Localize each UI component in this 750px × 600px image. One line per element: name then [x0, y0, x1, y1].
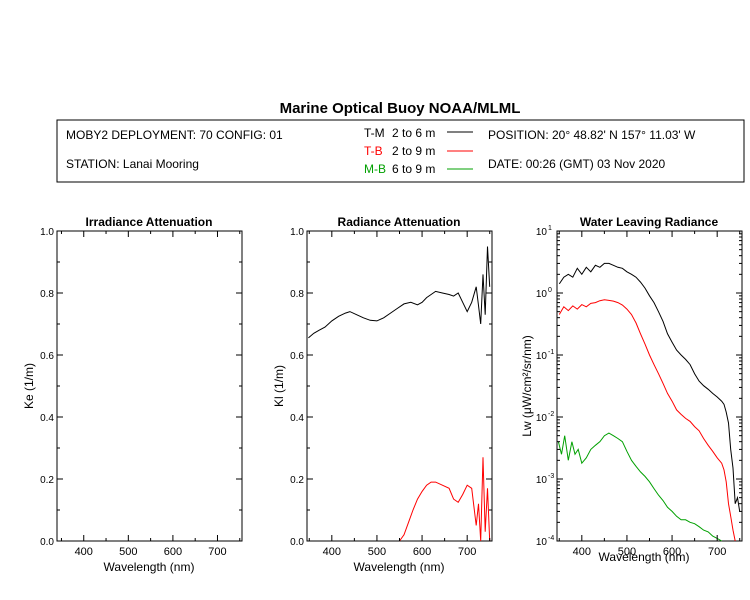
x-tick-label: 700: [458, 546, 476, 558]
y-tick-exponent: -2: [548, 411, 554, 418]
axis-ticks: 400 500 600 700 0.0 0.2 0.4 0.6 0.8 1.0: [290, 227, 492, 558]
legend-item-mb: M-B 6 to 9 m: [364, 162, 473, 176]
panel-title: Water Leaving Radiance: [580, 215, 719, 229]
position-text: POSITION: 20° 48.82' N 157° 11.03' W: [488, 128, 696, 142]
y-tick-label: 0.0: [290, 537, 304, 548]
axis-ticks: 400 500 600 700 0.0 0.2 0.4 0.6 0.8 1.0: [40, 227, 242, 558]
y-tick-label: 0.6: [290, 351, 304, 362]
legend-range-mb: 6 to 9 m: [392, 162, 435, 176]
series-line-t-m: [558, 262, 741, 512]
series-line-m-b: [557, 432, 722, 542]
date-text: DATE: 00:26 (GMT) 03 Nov 2020: [488, 157, 666, 171]
y-tick-label: 0.8: [290, 289, 304, 300]
x-tick-label: 600: [413, 546, 431, 558]
y-tick-label: 0.4: [290, 413, 304, 424]
series-line-t-b: [558, 299, 736, 542]
x-axis-label: Wavelength (nm): [104, 560, 195, 574]
y-tick-exponent: -4: [548, 535, 554, 542]
panel-irradiance-attenuation: Irradiance Attenuation 400 500 600 700 0.0 0.…: [22, 215, 243, 574]
plot-frame: [306, 230, 493, 542]
x-tick-label: 500: [618, 546, 636, 558]
series-line-t-b: [399, 457, 491, 542]
y-axis-label: Ke (1/m): [22, 363, 36, 409]
x-tick-label: 400: [75, 546, 93, 558]
y-axis-label: Kl (1/m): [272, 365, 286, 407]
x-tick-label: 500: [368, 546, 386, 558]
y-tick-label: 10: [536, 351, 548, 362]
y-tick-label: 10: [536, 475, 548, 486]
x-tick-label: 600: [164, 546, 182, 558]
y-tick-exponent: -1: [548, 349, 554, 356]
series-lines: [308, 246, 491, 542]
legend-range-tb: 2 to 9 m: [392, 144, 435, 158]
y-tick-label: 1.0: [290, 227, 304, 238]
y-tick-label: 0.0: [40, 537, 54, 548]
legend: T-M 2 to 6 m T-B 2 to 9 m M-B 6 to 9 m: [364, 126, 473, 176]
x-tick-label: 600: [663, 546, 681, 558]
x-axis-label: Wavelength (nm): [599, 550, 690, 564]
y-axis-label-group: Lw (μW/cm²/sr/nm): [520, 335, 534, 437]
y-tick-exponent: 1: [548, 225, 552, 232]
y-tick-exponent: 0: [548, 287, 552, 294]
info-box: MOBY2 DEPLOYMENT: 70 CONFIG: 01 STATION:…: [56, 119, 745, 183]
y-tick-label: 10: [536, 227, 548, 238]
y-tick-label: 10: [536, 537, 548, 548]
legend-code-tm: T-M: [364, 126, 385, 140]
legend-item-tm: T-M 2 to 6 m: [364, 126, 473, 140]
panel-title: Irradiance Attenuation: [86, 215, 213, 229]
x-tick-label: 700: [708, 546, 726, 558]
y-tick-label: 10: [536, 289, 548, 300]
legend-code-mb: M-B: [364, 162, 386, 176]
station-text: STATION: Lanai Mooring: [66, 157, 199, 171]
plot-frame: [56, 230, 243, 542]
y-tick-label: 0.6: [40, 351, 54, 362]
x-tick-label: 700: [208, 546, 226, 558]
figure-title: Marine Optical Buoy NOAA/MLML: [280, 100, 521, 117]
plot-frame: [556, 230, 743, 542]
legend-range-tm: 2 to 6 m: [392, 126, 435, 140]
deployment-text: MOBY2 DEPLOYMENT: 70 CONFIG: 01: [66, 128, 283, 142]
y-axis-label: Lw (μW/cm²/sr/nm): [520, 335, 534, 437]
y-tick-label: 1.0: [40, 227, 54, 238]
y-tick-label: 0.8: [40, 289, 54, 300]
x-axis-label: Wavelength (nm): [354, 560, 445, 574]
y-tick-label: 10: [536, 413, 548, 424]
panel-radiance-attenuation: Radiance Attenuation 400 500 600 700 0.0 0.2 0…: [272, 215, 493, 574]
legend-item-tb: T-B 2 to 9 m: [364, 144, 473, 158]
y-tick-label: 0.2: [290, 475, 304, 486]
x-tick-label: 400: [573, 546, 591, 558]
x-tick-label: 500: [119, 546, 137, 558]
panel-title: Radiance Attenuation: [338, 215, 461, 229]
legend-code-tb: T-B: [364, 144, 383, 158]
series-line-t-m: [308, 246, 491, 339]
y-tick-exponent: -3: [548, 473, 554, 480]
y-tick-label: 0.4: [40, 413, 54, 424]
series-lines: [557, 262, 741, 542]
y-tick-label: 0.2: [40, 475, 54, 486]
x-tick-label: 400: [323, 546, 341, 558]
info-box-border: [56, 119, 745, 183]
